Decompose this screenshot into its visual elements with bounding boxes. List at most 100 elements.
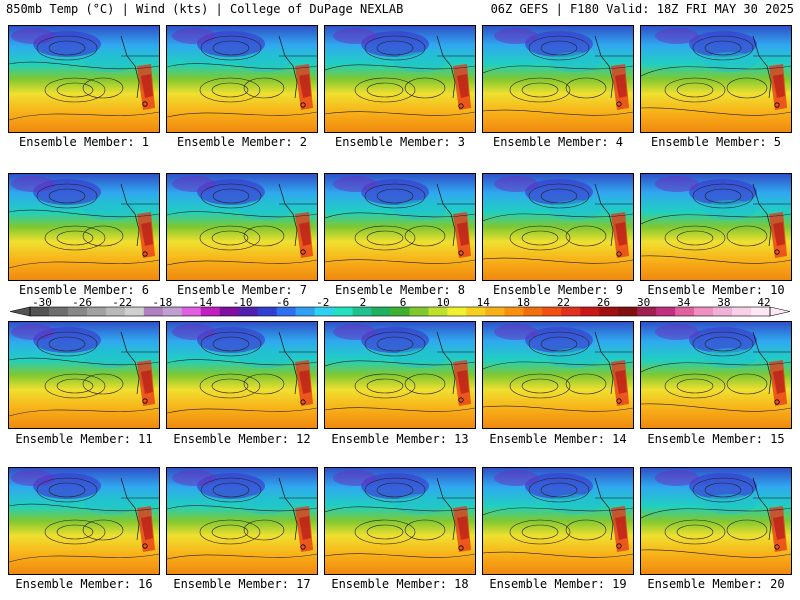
colorbar-swatch — [67, 307, 88, 316]
colorbar-tick-label: 18 — [516, 296, 530, 309]
colorbar-swatch — [447, 307, 467, 316]
temperature-map — [167, 468, 317, 574]
colorbar-swatch — [694, 307, 714, 316]
colorbar-tick-label: 14 — [476, 296, 490, 309]
colorbar-low-arrow — [9, 306, 31, 317]
colorbar-swatch — [219, 307, 240, 316]
ensemble-map-panel — [640, 173, 792, 281]
colorbar-tick-label: 38 — [717, 296, 731, 309]
colorbar-swatch — [295, 307, 316, 316]
colorbar-tick-label: -10 — [232, 296, 253, 309]
ensemble-map-panel — [8, 173, 160, 281]
ensemble-member-label: Ensemble Member: 7 — [176, 283, 308, 297]
colorbar-tick-label: 22 — [556, 296, 571, 309]
ensemble-map-panel — [482, 321, 634, 429]
colorbar-swatch — [181, 307, 202, 316]
colorbar-tick-label: 42 — [757, 296, 771, 309]
colorbar-swatch — [30, 307, 50, 316]
colorbar-swatch — [143, 307, 164, 316]
colorbar-swatch — [751, 307, 771, 316]
colorbar-tick-label: 6 — [399, 296, 407, 309]
ensemble-member-label: Ensemble Member: 12 — [173, 432, 311, 446]
ensemble-member-label: Ensemble Member: 6 — [18, 283, 150, 297]
temperature-map — [325, 468, 475, 574]
ensemble-member-label: Ensemble Member: 8 — [334, 283, 466, 297]
ensemble-map-panel — [324, 25, 476, 133]
ensemble-member-label: Ensemble Member: 13 — [331, 432, 469, 446]
ensemble-map-panel — [640, 321, 792, 429]
ensemble-map-panel — [482, 25, 634, 133]
temperature-map — [325, 26, 475, 132]
colorbar-tick-label: 10 — [436, 296, 450, 309]
colorbar-border — [29, 306, 771, 317]
ensemble-map-panel — [8, 25, 160, 133]
colorbar-tick-label: -26 — [72, 296, 93, 309]
colorbar-tick-label: -18 — [152, 296, 173, 309]
temperature-map — [167, 26, 317, 132]
temperature-map — [9, 26, 159, 132]
colorbar-swatch — [371, 307, 392, 316]
colorbar-tick-label: 34 — [677, 296, 691, 309]
colorbar-swatch — [523, 307, 543, 316]
colorbar-swatch — [466, 307, 486, 316]
ensemble-member-label: Ensemble Member: 16 — [15, 577, 153, 591]
ensemble-member-label: Ensemble Member: 19 — [489, 577, 627, 591]
ensemble-member-label: Ensemble Member: 4 — [492, 135, 624, 149]
ensemble-map-panel — [166, 321, 318, 429]
colorbar-swatch — [428, 307, 448, 316]
colorbar-swatch — [732, 307, 752, 316]
ensemble-map-panel — [8, 321, 160, 429]
colorbar-tick-label: -22 — [112, 296, 133, 309]
ensemble-member-label: Ensemble Member: 3 — [334, 135, 466, 149]
colorbar-swatch — [333, 307, 354, 316]
colorbar-swatch — [599, 307, 619, 316]
ensemble-map-panel — [324, 173, 476, 281]
colorbar-tick-label: 26 — [596, 296, 611, 309]
colorbar-swatch — [276, 307, 297, 316]
colorbar-swatch — [124, 307, 145, 316]
colorbar-swatch — [618, 307, 638, 316]
temperature-map — [483, 174, 633, 280]
colorbar-swatch — [48, 307, 69, 316]
ensemble-map-panel — [324, 467, 476, 575]
temperature-map — [325, 322, 475, 428]
ensemble-map-panel — [640, 25, 792, 133]
temperature-map — [9, 322, 159, 428]
ensemble-map-panel — [324, 321, 476, 429]
temperature-map — [483, 468, 633, 574]
chart-title: 850mb Temp (°C) | Wind (kts) | College o… — [6, 2, 404, 16]
temperature-colorbar — [9, 306, 791, 317]
colorbar-swatch — [105, 307, 126, 316]
temperature-map — [325, 174, 475, 280]
colorbar-swatch — [580, 307, 600, 316]
colorbar-swatch — [542, 307, 562, 316]
temperature-map — [641, 174, 791, 280]
temperature-map — [641, 322, 791, 428]
colorbar-swatch — [200, 307, 221, 316]
temperature-map — [641, 26, 791, 132]
temperature-map — [483, 26, 633, 132]
colorbar-swatch — [637, 307, 657, 316]
temperature-map — [641, 468, 791, 574]
colorbar-swatch — [485, 307, 505, 316]
colorbar-swatch — [656, 307, 676, 316]
ensemble-map-panel — [166, 467, 318, 575]
ensemble-member-label: Ensemble Member: 20 — [647, 577, 785, 591]
ensemble-member-label: Ensemble Member: 5 — [650, 135, 782, 149]
colorbar-tick-label: 2 — [359, 296, 367, 309]
ensemble-member-label: Ensemble Member: 9 — [492, 283, 624, 297]
colorbar-swatch — [713, 307, 733, 316]
ensemble-map-panel — [166, 25, 318, 133]
colorbar-swatch — [409, 307, 429, 316]
colorbar-tick-label: -14 — [192, 296, 213, 309]
ensemble-member-label: Ensemble Member: 14 — [489, 432, 627, 446]
ensemble-map-panel — [640, 467, 792, 575]
colorbar-tick-label: -2 — [316, 296, 330, 309]
ensemble-member-label: Ensemble Member: 11 — [15, 432, 153, 446]
ensemble-member-label: Ensemble Member: 18 — [331, 577, 469, 591]
ensemble-member-label: Ensemble Member: 15 — [647, 432, 785, 446]
colorbar-swatch — [504, 307, 524, 316]
ensemble-member-label: Ensemble Member: 1 — [18, 135, 150, 149]
temperature-map — [167, 174, 317, 280]
ensemble-map-panel — [8, 467, 160, 575]
